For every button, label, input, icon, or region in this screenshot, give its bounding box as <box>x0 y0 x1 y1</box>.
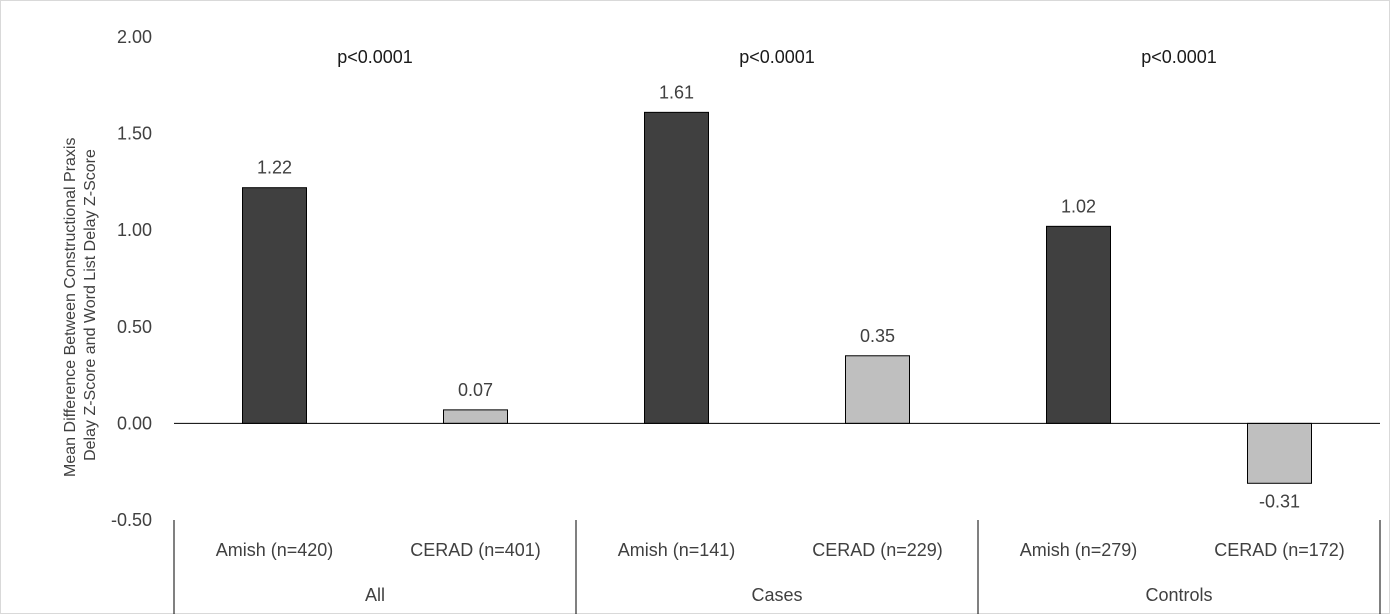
y-axis-label-line-2: Delay Z-Score and Word List Delay Z-Scor… <box>82 149 99 461</box>
data-label: 1.02 <box>1061 196 1096 216</box>
bar-cases-cerad <box>845 355 910 424</box>
p-value-label: p<0.0001 <box>739 47 815 67</box>
data-labels: 1.22 0.07 1.61 0.35 1.02 -0.31 <box>257 82 1300 511</box>
y-tick-label: 1.50 <box>117 124 152 144</box>
y-axis-ticks: 2.00 1.50 1.00 0.50 0.00 -0.50 <box>111 27 152 530</box>
data-label: 1.61 <box>659 82 694 102</box>
y-tick-label: 0.50 <box>117 317 152 337</box>
bars <box>242 111 1312 484</box>
y-tick-label: 0.00 <box>117 413 152 433</box>
x-group-label: Cases <box>751 585 802 605</box>
y-tick-label: 2.00 <box>117 27 152 47</box>
y-axis-label-line-1: Mean Difference Between Constructional P… <box>62 138 79 477</box>
x-category-label: Amish (n=141) <box>618 540 736 560</box>
x-category-label: Amish (n=420) <box>216 540 334 560</box>
x-category-label: CERAD (n=401) <box>410 540 541 560</box>
y-axis-label: Mean Difference Between Constructional P… <box>62 133 99 477</box>
x-group-label: Controls <box>1145 585 1212 605</box>
x-category-label: CERAD (n=172) <box>1214 540 1345 560</box>
p-value-label: p<0.0001 <box>1141 47 1217 67</box>
bar-controls-cerad <box>1247 422 1312 484</box>
y-tick-label: 1.00 <box>117 220 152 240</box>
bar-controls-amish <box>1046 225 1111 424</box>
x-axis-category-table: Amish (n=420) CERAD (n=401) All Amish (n=14… <box>173 520 1381 614</box>
p-value-labels: p<0.0001 p<0.0001 p<0.0001 <box>337 47 1217 67</box>
x-group-label: All <box>365 585 385 605</box>
bar-all-amish <box>242 187 307 424</box>
x-category-label: CERAD (n=229) <box>812 540 943 560</box>
data-label: -0.31 <box>1259 491 1300 511</box>
x-category-label: Amish (n=279) <box>1020 540 1138 560</box>
bar-all-cerad <box>443 409 508 424</box>
data-label: 0.35 <box>860 326 895 346</box>
bar-cases-amish <box>644 111 709 424</box>
data-label: 0.07 <box>458 380 493 400</box>
y-tick-label: -0.50 <box>111 510 152 530</box>
p-value-label: p<0.0001 <box>337 47 413 67</box>
data-label: 1.22 <box>257 158 292 178</box>
